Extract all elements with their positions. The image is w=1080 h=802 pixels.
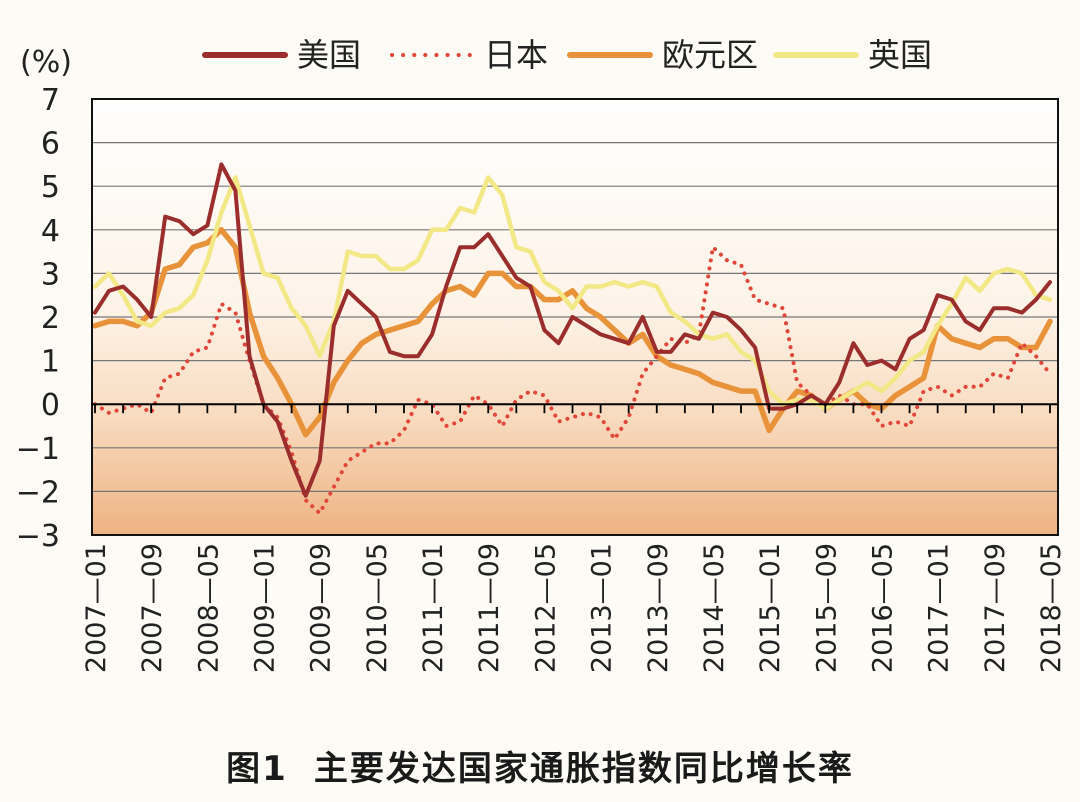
y-tick-label: 2	[41, 301, 60, 336]
y-tick-label: −2	[16, 475, 60, 510]
y-tick-label: 6	[41, 127, 60, 162]
x-tick-label: 2009—09	[306, 543, 337, 673]
legend-label-欧元区: 欧元区	[662, 36, 758, 74]
y-tick-label: 3	[41, 257, 60, 292]
series-line-欧元区	[92, 227, 1053, 438]
x-tick-marks	[94, 404, 1051, 414]
x-tick-label: 2012—05	[530, 543, 561, 673]
figure-title: 主要发达国家通胀指数同比增长率	[313, 748, 854, 789]
chart-area: 7 6 5 4 3 2 1 0 −1 −2 −3 2007—01 2007—09 2008—05 2009…	[16, 36, 1067, 673]
x-tick-label: 2013—01	[587, 543, 618, 673]
y-tick-label: 4	[41, 214, 60, 249]
x-tick-label: 2007—01	[81, 543, 112, 673]
x-tick-label: 2017—01	[924, 543, 955, 673]
series-line-英国	[92, 175, 1053, 411]
x-tick-label: 2015—01	[755, 543, 786, 673]
legend-label-日本: 日本	[484, 36, 548, 74]
x-tick-label: 2010—05	[362, 543, 393, 673]
plot-frame	[91, 98, 1059, 536]
legend-label-美国: 美国	[297, 36, 361, 74]
y-tick-label: −3	[16, 519, 60, 554]
x-tick-label: 2011—09	[474, 543, 505, 673]
y-tick-label: 0	[41, 388, 60, 423]
x-tick-label: 2017—09	[980, 543, 1011, 673]
series-line-美国	[93, 162, 1052, 498]
y-tick-label: 1	[41, 345, 60, 380]
x-tick-label: 2016—05	[867, 543, 898, 673]
x-tick-labels: 2007—01 2007—09 2008—05 2009—01 2009—09 2010—…	[81, 543, 1067, 673]
y-tick-labels: 7 6 5 4 3 2 1 0 −1 −2 −3	[16, 83, 60, 554]
x-tick-label: 2009—01	[250, 543, 281, 673]
y-tick-label: −1	[16, 432, 60, 467]
x-tick-label: 2008—05	[193, 543, 224, 673]
x-tick-label: 2014—05	[699, 543, 730, 673]
x-tick-label: 2018—05	[1036, 543, 1067, 673]
legend-label-英国: 英国	[868, 36, 932, 74]
x-tick-label: 2015—09	[811, 543, 842, 673]
figure-number: 图1	[226, 748, 288, 789]
series-layer	[92, 162, 1053, 516]
x-tick-label: 2013—09	[643, 543, 674, 673]
figure-caption: 图1 主要发达国家通胀指数同比增长率	[0, 735, 1080, 795]
y-tick-label: 5	[41, 170, 60, 205]
y-axis-unit-label: (%)	[20, 45, 72, 80]
x-tick-label: 2011—01	[418, 543, 449, 673]
inflation-line-chart: 7 6 5 4 3 2 1 0 −1 −2 −3 2007—01 2007—09 2008—05 2009…	[16, 36, 1067, 673]
y-tick-label: 7	[41, 83, 60, 118]
chart-legend: 美国 日本 欧元区 英国	[202, 36, 932, 74]
x-tick-label: 2007—09	[137, 543, 168, 673]
